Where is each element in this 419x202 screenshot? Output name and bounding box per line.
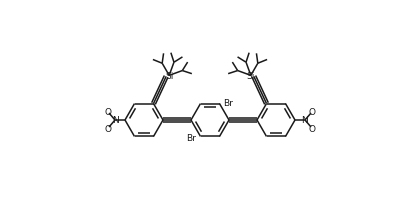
Text: Si: Si (247, 72, 255, 80)
Text: O: O (308, 124, 316, 133)
Text: O: O (104, 108, 111, 117)
Text: Br: Br (224, 99, 233, 107)
Text: O: O (308, 108, 316, 117)
Text: N: N (111, 116, 119, 125)
Text: N: N (302, 116, 308, 125)
Text: Si: Si (165, 72, 173, 80)
Text: O: O (104, 124, 111, 133)
Text: Br: Br (186, 133, 197, 142)
